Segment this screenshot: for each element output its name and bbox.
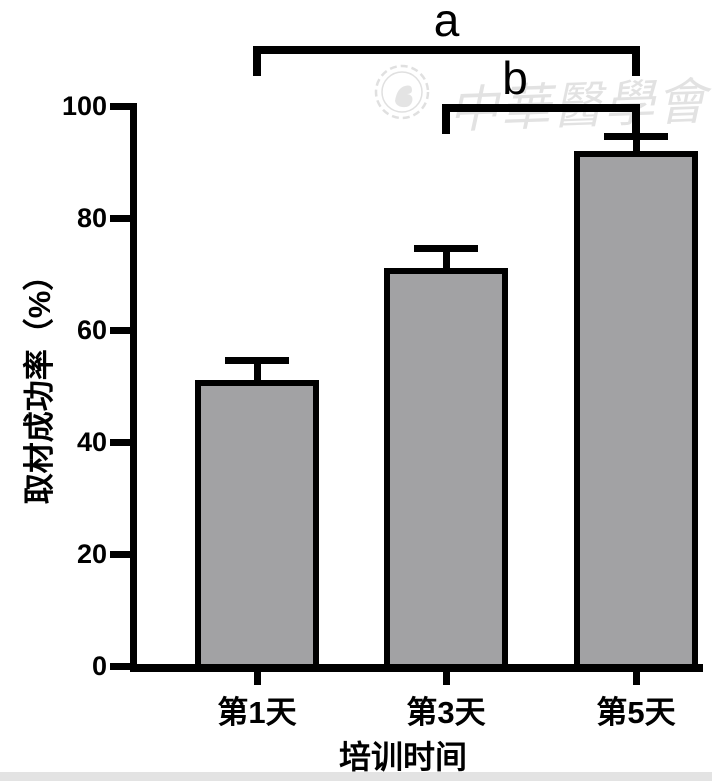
significance-bracket-end [632,104,640,134]
x-tick [442,669,450,685]
significance-bracket-label: a [433,0,460,46]
error-bar-stem [253,360,261,386]
x-tick [632,669,640,685]
x-tick [253,669,261,685]
x-tick-label: 第5天 [596,695,676,730]
y-tick-label: 80 [76,203,107,233]
significance-bracket-label: b [502,52,528,104]
x-axis-title: 培训时间 [338,739,467,775]
y-tick-label: 0 [91,651,107,681]
bottom-edge-strip [0,772,712,781]
y-tick [110,550,137,558]
bar [574,150,698,668]
y-tick [110,662,137,670]
significance-bracket-end [632,46,640,76]
bar [195,380,319,668]
y-tick [110,326,137,334]
y-axis-line [130,103,137,672]
bar [384,268,508,668]
significance-bracket-end [253,46,261,76]
x-tick-label: 第1天 [217,695,297,730]
x-axis-line [130,664,703,672]
error-bar-stem [632,136,640,156]
significance-bracket-line [253,46,640,54]
y-tick-label: 20 [76,539,107,569]
error-bar-stem [442,248,450,274]
significance-bracket-end [442,104,450,134]
significance-bracket-line [442,104,640,112]
error-bar-cap [225,357,289,365]
cma-seal-icon [374,64,430,120]
x-tick-label: 第3天 [406,695,486,730]
seal-bird-glyph [395,85,413,108]
y-tick [110,438,137,446]
y-tick-label: 40 [76,427,107,457]
error-bar-cap [414,245,478,253]
y-tick-label: 60 [76,315,107,345]
y-tick-label: 100 [61,91,107,121]
y-axis-title: 取材成功率（%） [22,259,57,505]
y-tick [110,214,137,222]
y-tick [110,102,137,110]
error-bar-cap [604,133,668,141]
